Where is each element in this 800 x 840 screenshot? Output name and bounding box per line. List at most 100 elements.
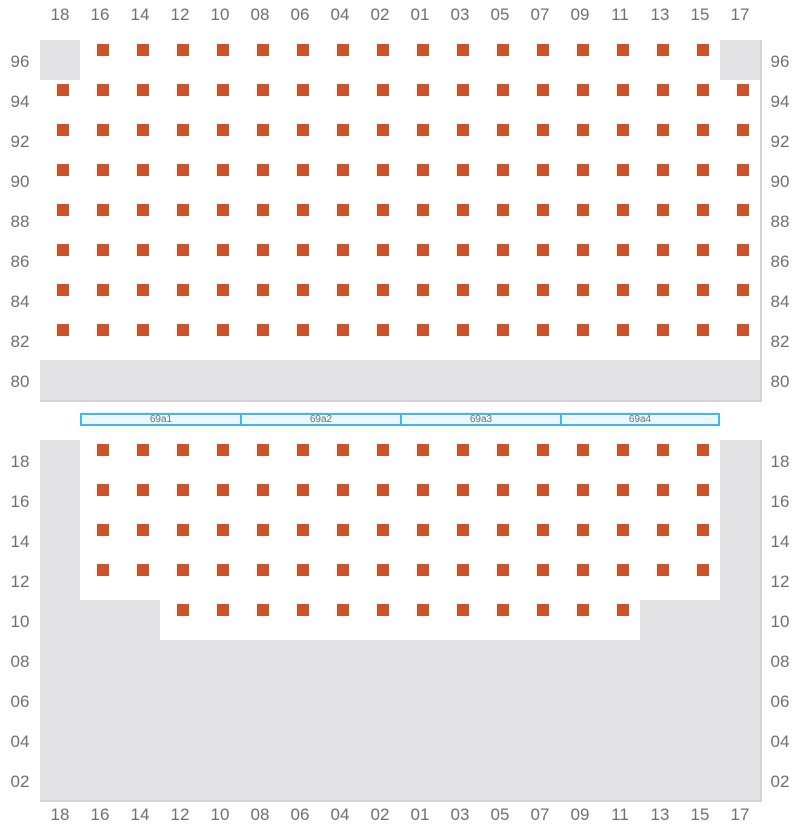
slot-occupied[interactable] <box>680 160 722 202</box>
slot-occupied[interactable] <box>40 320 82 362</box>
slot-occupied[interactable] <box>280 520 322 562</box>
slot-occupied[interactable] <box>320 40 362 82</box>
slot-occupied[interactable] <box>680 200 722 242</box>
slot-occupied[interactable] <box>720 160 762 202</box>
slot-occupied[interactable] <box>400 80 442 122</box>
slot-occupied[interactable] <box>640 120 682 162</box>
slot-occupied[interactable] <box>320 200 362 242</box>
slot-occupied[interactable] <box>560 200 602 242</box>
slot-occupied[interactable] <box>120 280 162 322</box>
slot-occupied[interactable] <box>240 80 282 122</box>
slot-occupied[interactable] <box>400 480 442 522</box>
slot-occupied[interactable] <box>160 440 202 482</box>
slot-occupied[interactable] <box>600 440 642 482</box>
slot-occupied[interactable] <box>560 240 602 282</box>
slot-occupied[interactable] <box>680 120 722 162</box>
slot-occupied[interactable] <box>80 160 122 202</box>
slot-occupied[interactable] <box>640 160 682 202</box>
slot-occupied[interactable] <box>440 200 482 242</box>
slot-occupied[interactable] <box>440 480 482 522</box>
slot-occupied[interactable] <box>600 200 642 242</box>
slot-occupied[interactable] <box>680 520 722 562</box>
slot-occupied[interactable] <box>720 120 762 162</box>
slot-occupied[interactable] <box>200 120 242 162</box>
slot-occupied[interactable] <box>520 240 562 282</box>
slot-occupied[interactable] <box>520 80 562 122</box>
slot-occupied[interactable] <box>40 240 82 282</box>
slot-occupied[interactable] <box>160 320 202 362</box>
slot-occupied[interactable] <box>680 560 722 602</box>
slot-occupied[interactable] <box>440 240 482 282</box>
slot-occupied[interactable] <box>80 320 122 362</box>
slot-occupied[interactable] <box>600 600 642 642</box>
slot-occupied[interactable] <box>720 240 762 282</box>
slot-occupied[interactable] <box>320 280 362 322</box>
slot-occupied[interactable] <box>520 520 562 562</box>
slot-occupied[interactable] <box>160 240 202 282</box>
slot-occupied[interactable] <box>600 520 642 562</box>
slot-occupied[interactable] <box>520 160 562 202</box>
slot-occupied[interactable] <box>520 280 562 322</box>
slot-occupied[interactable] <box>120 520 162 562</box>
slot-occupied[interactable] <box>560 80 602 122</box>
slot-occupied[interactable] <box>560 320 602 362</box>
slot-occupied[interactable] <box>480 200 522 242</box>
slot-occupied[interactable] <box>640 240 682 282</box>
slot-occupied[interactable] <box>600 280 642 322</box>
slot-occupied[interactable] <box>520 40 562 82</box>
slot-occupied[interactable] <box>360 200 402 242</box>
slot-occupied[interactable] <box>200 160 242 202</box>
slot-occupied[interactable] <box>520 600 562 642</box>
slot-occupied[interactable] <box>640 80 682 122</box>
slot-occupied[interactable] <box>680 240 722 282</box>
slot-occupied[interactable] <box>320 160 362 202</box>
slot-occupied[interactable] <box>200 520 242 562</box>
slot-occupied[interactable] <box>80 200 122 242</box>
slot-occupied[interactable] <box>520 480 562 522</box>
slot-occupied[interactable] <box>200 600 242 642</box>
slot-occupied[interactable] <box>200 440 242 482</box>
slot-occupied[interactable] <box>200 80 242 122</box>
slot-occupied[interactable] <box>440 440 482 482</box>
slot-occupied[interactable] <box>600 80 642 122</box>
slot-occupied[interactable] <box>120 160 162 202</box>
slot-occupied[interactable] <box>80 560 122 602</box>
slot-occupied[interactable] <box>80 520 122 562</box>
slot-occupied[interactable] <box>400 160 442 202</box>
slot-occupied[interactable] <box>680 320 722 362</box>
slot-occupied[interactable] <box>480 560 522 602</box>
slot-occupied[interactable] <box>600 240 642 282</box>
slot-occupied[interactable] <box>360 160 402 202</box>
slot-occupied[interactable] <box>80 40 122 82</box>
slot-occupied[interactable] <box>400 560 442 602</box>
slot-occupied[interactable] <box>120 120 162 162</box>
slot-occupied[interactable] <box>440 560 482 602</box>
slot-occupied[interactable] <box>120 40 162 82</box>
slot-occupied[interactable] <box>200 40 242 82</box>
segment-69a4[interactable]: 69a4 <box>560 413 720 426</box>
slot-occupied[interactable] <box>480 480 522 522</box>
slot-occupied[interactable] <box>600 480 642 522</box>
slot-occupied[interactable] <box>240 560 282 602</box>
slot-occupied[interactable] <box>440 600 482 642</box>
slot-occupied[interactable] <box>560 480 602 522</box>
slot-occupied[interactable] <box>480 440 522 482</box>
slot-occupied[interactable] <box>80 80 122 122</box>
slot-occupied[interactable] <box>320 320 362 362</box>
slot-occupied[interactable] <box>560 160 602 202</box>
slot-occupied[interactable] <box>280 560 322 602</box>
slot-occupied[interactable] <box>720 80 762 122</box>
slot-occupied[interactable] <box>120 200 162 242</box>
slot-occupied[interactable] <box>200 320 242 362</box>
slot-occupied[interactable] <box>240 280 282 322</box>
slot-occupied[interactable] <box>320 120 362 162</box>
slot-occupied[interactable] <box>600 40 642 82</box>
slot-occupied[interactable] <box>440 160 482 202</box>
slot-occupied[interactable] <box>480 240 522 282</box>
slot-occupied[interactable] <box>40 80 82 122</box>
slot-occupied[interactable] <box>240 480 282 522</box>
slot-occupied[interactable] <box>360 280 402 322</box>
slot-occupied[interactable] <box>280 120 322 162</box>
slot-occupied[interactable] <box>360 560 402 602</box>
slot-occupied[interactable] <box>240 320 282 362</box>
